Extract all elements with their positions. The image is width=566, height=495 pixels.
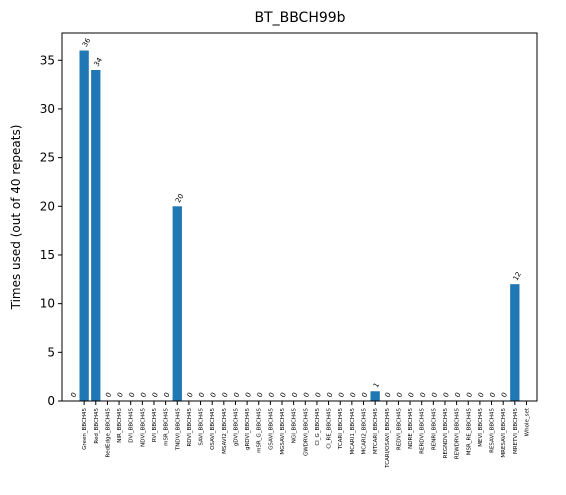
x-tick-label: GSAVI_BBCH45 (268, 408, 274, 450)
value-label: 0 (279, 391, 288, 399)
x-tick-label: NIR_BBCH45 (117, 408, 123, 443)
value-label: 0 (419, 391, 428, 399)
value-label: 0 (290, 391, 299, 399)
y-tick-label: 5 (47, 345, 55, 359)
x-tick-label: TCARI_BBCH45 (338, 408, 344, 451)
value-label: 0 (360, 391, 369, 399)
value-label: 0 (209, 391, 218, 399)
x-tick-label: CI_RE_BBCH45 (327, 408, 333, 449)
value-label: 0 (465, 391, 474, 399)
value-label: 0 (116, 391, 125, 399)
x-tick-label: CI_G_BBCH45 (315, 408, 321, 446)
x-tick-label: MCARI2_BBCH45 (362, 408, 368, 455)
x-tick-label: gRDVI_BBCH45 (245, 408, 251, 451)
bar (79, 50, 89, 402)
x-tick-label: MRETVI_BBCH45 (513, 408, 519, 454)
x-tick-label: OSAVI_BBCH45 (210, 408, 216, 450)
value-label: 0 (244, 391, 253, 399)
x-tick-label: GWDRVI_BBCH45 (303, 408, 309, 457)
value-label: 0 (477, 391, 486, 399)
y-tick-label: 0 (47, 394, 55, 408)
y-tick-label: 15 (40, 248, 55, 262)
x-tick-label: MEVI_BBCH45 (478, 408, 484, 447)
value-label: 0 (442, 391, 451, 399)
x-tick-label: NGI_BBCH45 (292, 408, 298, 444)
value-label: 1 (372, 381, 381, 389)
plot-frame (61, 32, 538, 402)
x-tick-label: RERDVI_BBCH45 (420, 408, 426, 454)
y-tick-label: 20 (40, 199, 55, 213)
value-label: 0 (395, 391, 404, 399)
value-label: 0 (500, 391, 509, 399)
value-label: 0 (314, 391, 323, 399)
value-label: 36 (81, 36, 93, 48)
value-label: 0 (162, 391, 171, 399)
value-label: 0 (325, 391, 334, 399)
x-tick-label: MCARI1_BBCH45 (350, 408, 356, 455)
x-tick-label: MRESAVI_BBCH45 (501, 408, 507, 458)
bar (510, 284, 520, 401)
x-tick-label: MTCARI_BBCH45 (373, 408, 379, 455)
y-tick-label: 10 (40, 297, 55, 311)
x-tick-label: MSR_RE_BBCH45 (466, 408, 472, 456)
x-tick-label: NDRE_BBCH45 (408, 408, 414, 449)
x-tick-label: RESAVI_BBCH45 (490, 407, 496, 452)
x-tick-label: Green_BBCH45 (82, 408, 88, 450)
value-label: 0 (407, 391, 416, 399)
value-label: 0 (453, 391, 462, 399)
x-tick-label: DVI_BBCH45 (129, 408, 135, 443)
x-tick-label: RVI_BBCH45 (152, 408, 158, 443)
bar (370, 391, 380, 401)
x-tick-label: SAVI_BBCH45 (199, 408, 205, 446)
x-tick-label: REWDRVI_BBCH45 (455, 408, 461, 460)
y-axis-label: Times used (out of 40 repeats) (9, 125, 23, 311)
x-tick-label: REDVI_BBCH45 (396, 408, 402, 450)
value-label: 0 (488, 391, 497, 399)
bar (172, 206, 182, 401)
x-tick-label: RDVI_BBCH45 (187, 408, 193, 447)
x-tick-label: Red_BBCH45 (94, 408, 100, 444)
value-label: 0 (337, 391, 346, 399)
chart-title: BT_BBCH99b (254, 10, 345, 26)
value-label: 0 (104, 391, 113, 399)
x-tick-label: RENRI_BBCH45 (431, 408, 437, 451)
value-label: 0 (256, 391, 265, 399)
x-tick-label: gDVI_BBCH45 (233, 408, 239, 447)
value-label: 0 (384, 391, 393, 399)
value-label: 0 (69, 391, 78, 399)
x-tick-label: RedEdge_BBCH45 (105, 408, 111, 458)
value-label: 0 (232, 391, 241, 399)
y-tick-label: 35 (40, 53, 55, 67)
value-label: 0 (128, 391, 137, 399)
bar (91, 69, 101, 402)
x-tick-label: mSR_BBCH45 (164, 408, 170, 446)
value-label: 0 (139, 391, 148, 399)
value-label: 0 (151, 391, 160, 399)
value-label: 0 (430, 391, 439, 399)
value-label: 12 (512, 270, 523, 282)
x-tick-label: REGNDVI_BBCH45 (443, 408, 449, 459)
value-label: 0 (221, 391, 230, 399)
value-label: 34 (93, 56, 105, 68)
value-label: 0 (186, 391, 195, 399)
value-label: 20 (174, 193, 185, 205)
value-label: 0 (267, 391, 276, 399)
x-tick-label: mSR_G_BBCH45 (257, 408, 263, 453)
y-tick-label: 30 (40, 102, 55, 116)
x-tick-label: Whole_set (524, 407, 530, 436)
y-tick-label: 25 (40, 151, 55, 165)
x-tick-label: MGSAVI_BBCH45 (280, 408, 286, 455)
x-tick-label: MSAVI2_BBCH45 (222, 408, 228, 454)
value-label: 0 (302, 391, 311, 399)
value-label: 0 (197, 391, 206, 399)
value-label: 0 (349, 391, 358, 399)
x-tick-label: NDVI_BBCH45 (140, 408, 146, 447)
x-tick-label: TNDVI_BBCH45 (175, 408, 181, 452)
x-tick-label: TCARI/OSAVI_BBCH45 (385, 408, 391, 469)
